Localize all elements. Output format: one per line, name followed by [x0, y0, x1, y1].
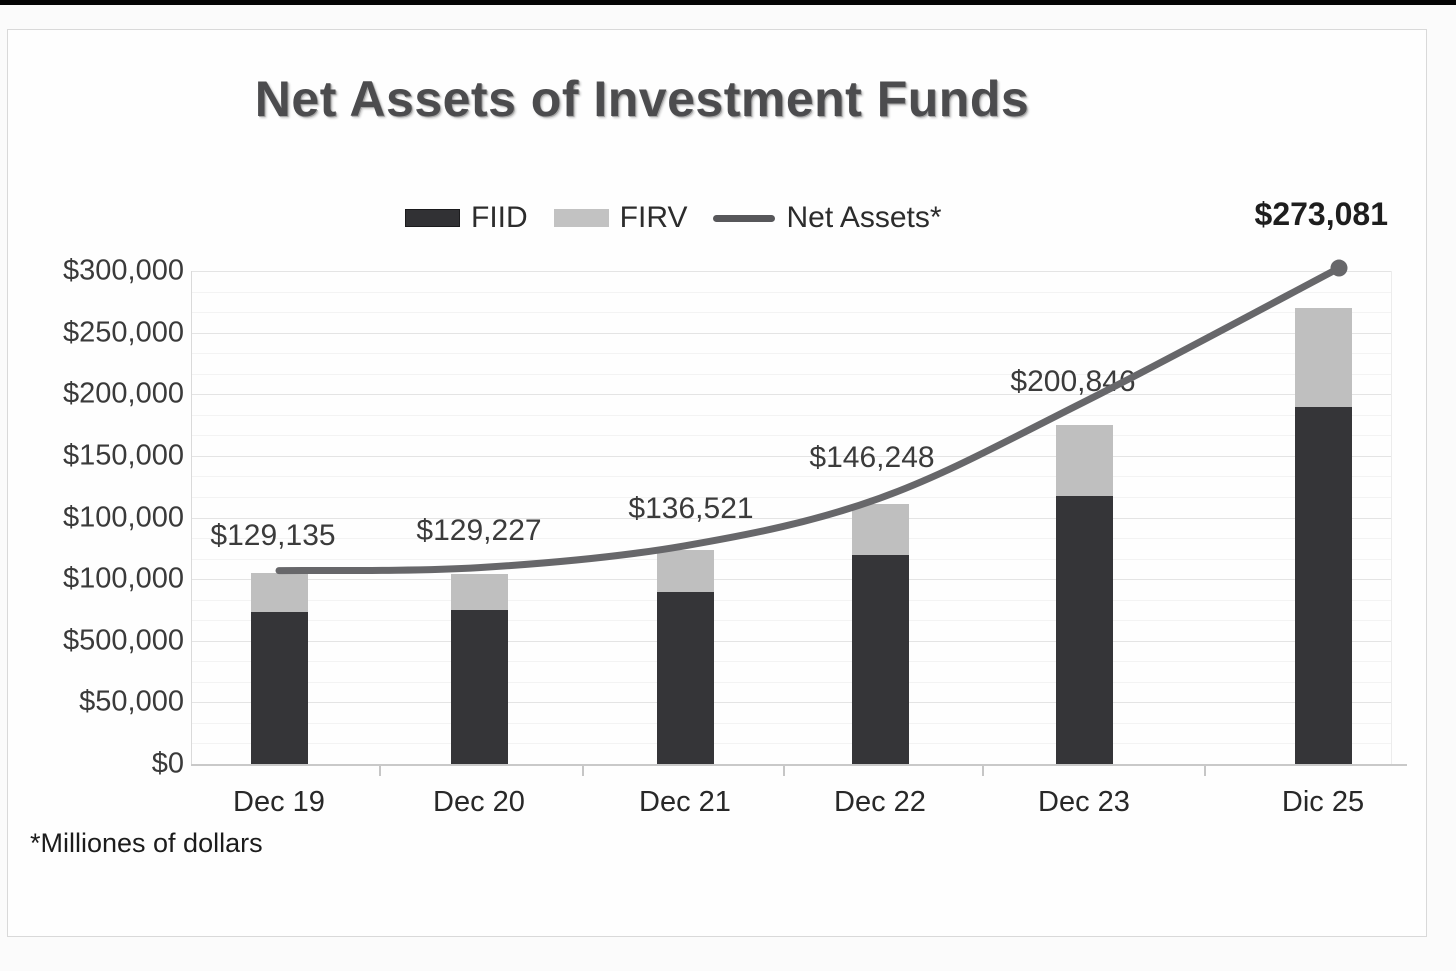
gridline [191, 394, 1391, 396]
chart-title: Net Assets of Investment Funds [254, 71, 1030, 127]
x-axis-line [191, 764, 1407, 766]
axis-tick [379, 766, 381, 776]
axis-tick [1203, 766, 1206, 776]
gridline [191, 579, 1391, 581]
minor-gridline [191, 558, 1391, 560]
gridline [191, 271, 1391, 272]
axis-tick [782, 766, 785, 776]
x-axis-tick-label: Dic 25 [1281, 786, 1365, 818]
minor-gridline [191, 620, 1391, 622]
value-label: $200,846 [1010, 364, 1136, 398]
legend-item-net-assets: Net Assets* [713, 201, 942, 235]
minor-gridline [191, 538, 1391, 540]
chart-card: Net Assets of Investment Funds FIID FIRV… [7, 29, 1427, 937]
legend-label-fiid: FIID [471, 201, 528, 234]
legend-item-firv: FIRV [553, 201, 688, 235]
y-axis-tick-label: $100,000 [63, 501, 184, 533]
legend: FIID FIRV Net Assets* [405, 201, 942, 235]
minor-gridline [191, 414, 1391, 416]
bar-firv-segment [1294, 307, 1352, 407]
plot-right-border [1391, 271, 1392, 764]
minor-gridline [191, 476, 1391, 478]
legend-label-net-assets: Net Assets* [786, 201, 942, 234]
bar-fiid-segment [450, 610, 508, 764]
y-axis-tick-label: $150,000 [63, 439, 184, 472]
bar-firv-segment [656, 549, 714, 593]
footnote: *Milliones of dollars [30, 828, 263, 858]
bar-fiid-segment [1055, 496, 1113, 764]
bar-firv-segment [851, 504, 909, 555]
fiid-swatch-icon [405, 209, 460, 227]
bar-firv-segment [450, 573, 508, 611]
x-axis-tick-label: Dec 22 [834, 786, 926, 818]
y-axis-line [191, 271, 192, 764]
value-label: $146,248 [809, 441, 935, 475]
y-axis-tick-label: $100,000 [63, 562, 184, 595]
legend-item-fiid: FIID [405, 201, 528, 235]
legend-label-firv: FIRV [619, 201, 688, 234]
gridline [191, 640, 1391, 642]
firv-swatch-icon [553, 209, 609, 227]
x-axis-tick-label: Dec 21 [639, 786, 731, 818]
minor-gridline [191, 496, 1391, 498]
y-axis-tick-label: $300,000 [63, 254, 184, 287]
value-label: $136,521 [628, 491, 754, 525]
gridline [191, 332, 1391, 334]
minor-gridline [191, 743, 1391, 745]
bar-fiid-segment [250, 612, 308, 764]
axis-tick [582, 766, 584, 776]
y-axis-tick-label: $50,000 [79, 685, 184, 718]
gridline [191, 517, 1391, 519]
net-assets-endpoint-dot [1330, 259, 1348, 277]
minor-gridline [191, 312, 1391, 314]
gridline [191, 702, 1391, 704]
net-assets-line-swatch-icon [713, 214, 776, 222]
gridline [191, 455, 1391, 457]
minor-gridline [191, 291, 1391, 293]
y-axis-tick-label: $0 [151, 747, 184, 780]
minor-gridline [191, 353, 1391, 355]
minor-gridline [191, 722, 1391, 724]
x-axis-tick-label: Dec 20 [433, 786, 525, 818]
x-axis-tick-label: Dec 19 [233, 786, 325, 818]
net-assets-final-value-label: $273,081 [1254, 196, 1388, 232]
minor-gridline [191, 661, 1391, 663]
bar-fiid-segment [1294, 406, 1352, 764]
minor-gridline [191, 681, 1391, 683]
minor-gridline [191, 373, 1391, 375]
value-label: $129,227 [416, 513, 542, 547]
bar-firv-segment [250, 572, 308, 613]
minor-gridline [191, 599, 1391, 601]
bar-fiid-segment [656, 592, 714, 764]
y-axis-tick-label: $250,000 [63, 316, 184, 349]
y-axis-tick-label: $200,000 [63, 377, 184, 410]
y-axis-tick-label: $500,000 [63, 624, 184, 657]
top-border-strip [0, 0, 1456, 5]
value-label: $129,135 [210, 518, 336, 552]
x-axis-tick-label: Dec 23 [1038, 786, 1130, 818]
minor-gridline [191, 435, 1391, 437]
bar-firv-segment [1055, 424, 1113, 497]
bar-fiid-segment [851, 554, 909, 764]
axis-tick [982, 766, 984, 776]
